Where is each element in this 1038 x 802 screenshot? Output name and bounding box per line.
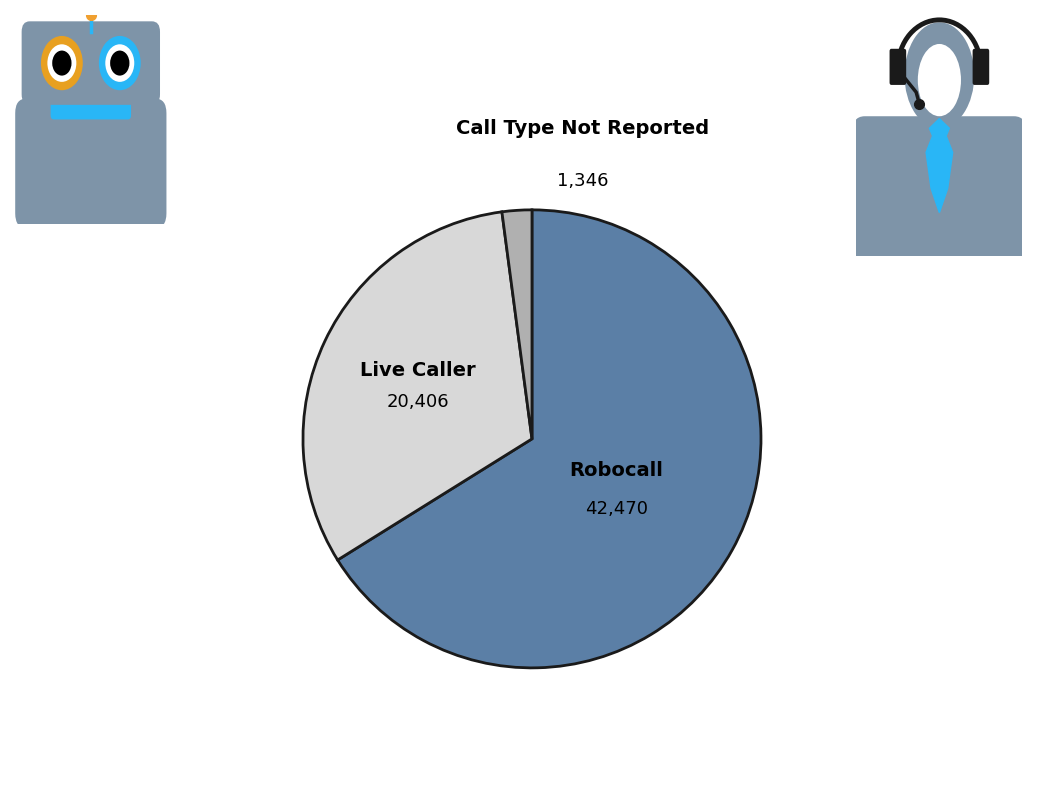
Circle shape — [105, 45, 134, 83]
Text: Live Caller: Live Caller — [360, 360, 475, 379]
FancyBboxPatch shape — [851, 117, 1028, 264]
Polygon shape — [920, 117, 959, 141]
Circle shape — [99, 37, 141, 91]
Ellipse shape — [904, 23, 975, 129]
FancyBboxPatch shape — [890, 50, 906, 86]
Wedge shape — [303, 213, 532, 561]
FancyBboxPatch shape — [16, 99, 166, 229]
Wedge shape — [337, 211, 761, 668]
FancyBboxPatch shape — [973, 50, 989, 86]
Ellipse shape — [918, 45, 961, 117]
FancyBboxPatch shape — [22, 22, 160, 106]
Circle shape — [40, 37, 83, 91]
Circle shape — [48, 45, 77, 83]
Circle shape — [110, 51, 130, 76]
Text: 42,470: 42,470 — [584, 500, 648, 518]
Polygon shape — [926, 119, 953, 213]
Text: 20,406: 20,406 — [387, 393, 449, 411]
Circle shape — [52, 51, 72, 76]
Polygon shape — [929, 119, 950, 141]
Wedge shape — [502, 211, 532, 439]
Text: Robocall: Robocall — [569, 460, 663, 480]
Text: 1,346: 1,346 — [556, 172, 608, 190]
Text: Call Type Not Reported: Call Type Not Reported — [456, 119, 709, 137]
FancyBboxPatch shape — [51, 93, 131, 120]
